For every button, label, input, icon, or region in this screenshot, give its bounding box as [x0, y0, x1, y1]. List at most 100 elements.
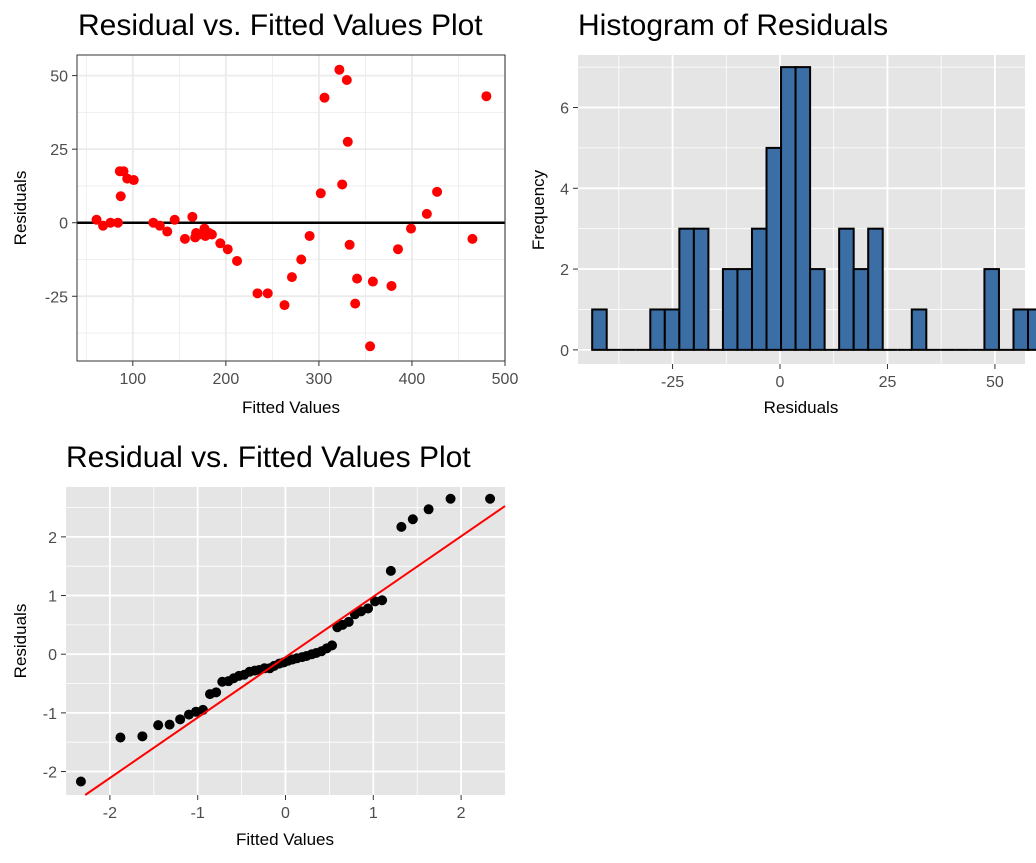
residual-point	[319, 92, 330, 103]
residual-point	[187, 211, 198, 222]
x-tick-label: 50	[986, 374, 1004, 391]
x-tick-label: 25	[879, 374, 897, 391]
residual-point	[169, 214, 180, 225]
y-tick-label: 25	[50, 142, 68, 159]
y-tick-label: 4	[560, 181, 569, 198]
residual-point	[344, 239, 355, 250]
x-tick-label: 1	[369, 805, 378, 822]
residual-point	[421, 208, 432, 219]
residual-point	[206, 229, 217, 240]
histogram-bar	[983, 268, 1000, 351]
x-tick-label: -1	[191, 805, 205, 822]
residual-point	[406, 223, 417, 234]
residual-point	[432, 186, 443, 197]
qq-x-label: Fitted Values	[236, 830, 334, 849]
histogram-bar	[1012, 308, 1030, 351]
histogram-panel: Histogram of Residuals -25 0 25 50 0 2 4 6 Res…	[529, 9, 1036, 417]
residual-point	[393, 244, 403, 255]
qq-point	[445, 493, 456, 504]
histogram-bar	[809, 268, 826, 351]
residual-point	[367, 276, 378, 287]
histogram-bar	[750, 227, 768, 351]
histogram-x-ticks: -25 0 25 50	[661, 364, 1004, 391]
qq-point	[423, 504, 434, 515]
qq-point	[327, 640, 338, 651]
residual-point	[386, 280, 397, 291]
qq-point	[407, 514, 418, 525]
histogram-bar	[780, 66, 797, 351]
residual-point	[154, 220, 165, 231]
residual-fitted-title: Residual vs. Fitted Values Plot	[78, 9, 483, 42]
histogram-y-label: Frequency	[529, 169, 548, 250]
histogram-bar	[591, 308, 608, 351]
qq-point	[211, 687, 222, 698]
residual-point	[304, 230, 315, 241]
histogram-bar	[794, 66, 812, 351]
histogram-bars	[591, 66, 1036, 351]
histogram-bar	[765, 146, 783, 351]
qq-point	[137, 731, 148, 742]
y-tick-label: 0	[59, 216, 68, 233]
residual-fitted-y-label: Residuals	[11, 171, 30, 246]
y-tick-label: 2	[48, 530, 57, 547]
y-tick-label: 6	[560, 101, 569, 118]
qq-point	[115, 732, 126, 743]
residual-point	[342, 136, 353, 147]
residual-fitted-border	[76, 54, 506, 362]
histogram-bar	[867, 227, 884, 351]
qq-y-ticks: -2 -1 0 1 2	[43, 530, 66, 782]
residual-point	[296, 254, 307, 265]
histogram-bar	[721, 268, 739, 351]
residual-fitted-points	[91, 64, 492, 352]
residual-point	[350, 298, 361, 309]
residual-point	[112, 217, 123, 228]
histogram-bar	[1027, 308, 1036, 351]
x-tick-label: 100	[119, 371, 146, 388]
qq-point	[385, 565, 396, 576]
residual-point	[262, 288, 273, 299]
x-tick-label: -25	[661, 374, 684, 391]
histogram-bar	[678, 227, 695, 351]
y-tick-label: 2	[560, 262, 569, 279]
y-tick-label: 1	[48, 589, 57, 606]
qq-point	[396, 521, 407, 532]
histogram-bar	[852, 268, 870, 351]
x-tick-label: 300	[306, 371, 333, 388]
qq-y-label: Residuals	[11, 604, 30, 679]
x-tick-label: 500	[492, 371, 519, 388]
residual-point	[341, 75, 352, 86]
residual-point	[162, 226, 173, 237]
qq-point	[343, 616, 354, 627]
residual-point	[118, 166, 129, 177]
x-tick-label: 400	[399, 371, 426, 388]
residual-point	[179, 233, 190, 244]
residual-point	[232, 255, 243, 266]
residual-point	[128, 175, 139, 186]
histogram-bar	[838, 227, 855, 351]
qq-point	[485, 493, 496, 504]
residual-fitted-x-label: Fitted Values	[242, 398, 340, 417]
histogram-bar	[692, 227, 710, 351]
qq-point	[164, 719, 175, 730]
residual-point	[467, 233, 478, 244]
qq-points	[75, 493, 496, 787]
residual-point	[215, 238, 226, 249]
histogram-y-ticks: 0 2 4 6	[560, 101, 578, 360]
qq-x-ticks: -2 -1 0 1 2	[103, 795, 466, 822]
histogram-bar	[663, 308, 681, 351]
residual-fitted-plot-area	[77, 55, 505, 361]
residual-point	[352, 273, 363, 284]
residual-point	[105, 217, 116, 228]
x-tick-label: 200	[213, 371, 240, 388]
residual-point	[115, 191, 126, 202]
residual-point	[222, 244, 233, 255]
residual-point	[334, 64, 345, 75]
residual-point	[365, 341, 376, 352]
residual-fitted-y-ticks: -25 0 25 50	[45, 69, 77, 306]
residual-fitted-panel: Residual vs. Fitted Values Plot 100 200 30…	[11, 9, 518, 417]
x-tick-label: -2	[103, 805, 117, 822]
qq-point	[377, 595, 388, 606]
histogram-title: Histogram of Residuals	[578, 9, 888, 42]
y-tick-label: 50	[50, 69, 68, 86]
